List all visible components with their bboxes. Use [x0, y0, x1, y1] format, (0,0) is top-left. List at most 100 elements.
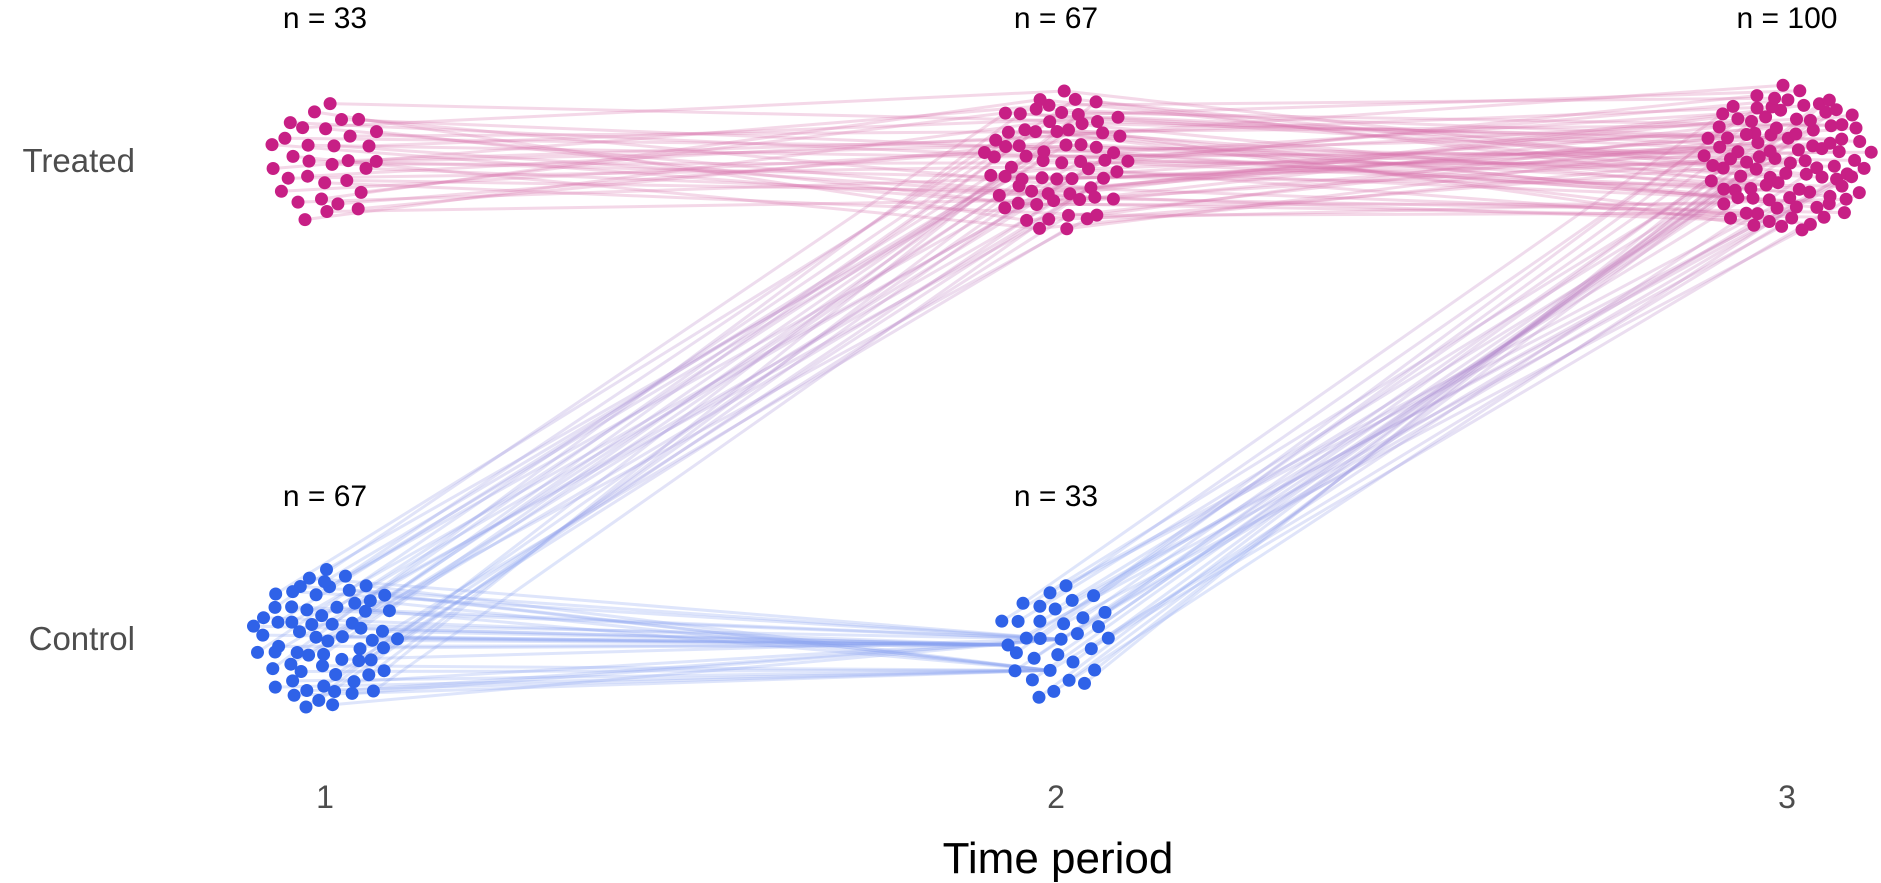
- unit-point-treated-2: [1050, 125, 1064, 138]
- unit-point-treated-2: [1012, 179, 1026, 193]
- unit-point-control-1: [376, 624, 389, 638]
- unit-point-treated-3: [1845, 170, 1859, 184]
- unit-point-control-2: [1070, 627, 1084, 641]
- transition-line: [298, 122, 1083, 633]
- transition-line: [372, 159, 1129, 693]
- unit-point-treated-3: [1721, 131, 1734, 145]
- unit-point-treated-3: [1792, 182, 1806, 196]
- unit-point-control-1: [294, 665, 308, 678]
- unit-point-treated-1: [359, 161, 373, 175]
- unit-point-treated-3: [1848, 153, 1862, 167]
- unit-point-treated-3: [1739, 128, 1753, 141]
- unit-point-control-2: [1032, 690, 1046, 704]
- unit-point-control-1: [316, 659, 329, 673]
- transition-line: [1056, 130, 1779, 185]
- unit-point-treated-2: [1060, 222, 1074, 236]
- transition-line: [1103, 145, 1720, 180]
- transition-line: [304, 120, 1050, 222]
- unit-point-control-2: [1008, 664, 1022, 678]
- unit-point-treated-2: [1111, 110, 1125, 124]
- transition-line: [291, 605, 1062, 641]
- unit-point-control-1: [359, 579, 373, 593]
- unit-point-treated-1: [291, 195, 305, 209]
- unit-point-treated-3: [1744, 182, 1758, 195]
- transition-line: [1019, 184, 1758, 216]
- transition-line: [297, 176, 1043, 204]
- unit-point-control-2: [1088, 663, 1102, 677]
- transition-line: [1021, 160, 1747, 181]
- transition-line: [306, 668, 1051, 692]
- unit-point-treated-3: [1706, 159, 1720, 172]
- unit-point-control-1: [330, 600, 344, 614]
- unit-point-control-1: [302, 648, 316, 662]
- unit-point-treated-2: [1037, 145, 1051, 159]
- unit-point-control-1: [285, 615, 299, 629]
- unit-point-treated-2: [1097, 171, 1110, 185]
- transition-line: [1069, 108, 1781, 196]
- unit-point-treated-2: [1091, 115, 1104, 128]
- unit-point-treated-3: [1789, 200, 1803, 214]
- transition-line: [331, 130, 1037, 626]
- transition-line: [1113, 112, 1723, 155]
- unit-point-treated-3: [1759, 178, 1773, 192]
- unit-point-treated-1: [274, 184, 288, 198]
- transition-line: [1014, 174, 1742, 673]
- unit-point-control-1: [335, 652, 349, 666]
- unit-point-treated-3: [1799, 167, 1813, 181]
- unit-point-treated-3: [1762, 215, 1776, 228]
- unit-point-treated-3: [1789, 127, 1803, 141]
- unit-point-treated-3: [1835, 179, 1849, 193]
- unit-point-treated-2: [1042, 212, 1056, 226]
- unit-point-treated-1: [325, 157, 339, 171]
- unit-point-treated-2: [1065, 172, 1079, 186]
- unit-point-treated-3: [1827, 159, 1841, 173]
- transition-line: [1004, 141, 1759, 210]
- transition-line: [342, 635, 1009, 647]
- unit-point-control-1: [377, 664, 391, 678]
- transition-line: [302, 89, 1065, 130]
- unit-point-control-1: [268, 645, 282, 659]
- unit-point-treated-3: [1740, 155, 1754, 169]
- unit-point-treated-3: [1724, 211, 1737, 225]
- unit-point-treated-2: [1098, 153, 1112, 167]
- unit-point-treated-2: [1055, 106, 1069, 119]
- unit-point-treated-3: [1849, 121, 1863, 135]
- unit-point-control-2: [1043, 586, 1057, 600]
- unit-point-control-2: [1033, 632, 1047, 645]
- unit-point-treated-2: [1107, 146, 1121, 160]
- unit-point-treated-2: [1062, 123, 1075, 137]
- unit-point-treated-3: [1812, 97, 1826, 111]
- unit-point-treated-1: [302, 154, 316, 168]
- transition-line: [290, 121, 1027, 158]
- unit-point-treated-3: [1857, 161, 1871, 175]
- unit-point-treated-2: [978, 146, 991, 159]
- transition-line: [348, 138, 996, 163]
- row-label-control: Control: [29, 620, 135, 657]
- unit-point-treated-3: [1716, 161, 1730, 175]
- unit-point-treated-3: [1837, 206, 1851, 220]
- transition-line: [330, 102, 1098, 123]
- unit-point-treated-2: [1106, 192, 1120, 206]
- unit-point-treated-1: [354, 185, 368, 199]
- transition-line: [353, 637, 1062, 684]
- unit-point-treated-1: [327, 139, 341, 153]
- transition-line: [1039, 106, 1758, 608]
- transition-line: [370, 599, 1051, 672]
- transition-line: [360, 626, 1009, 647]
- unit-point-treated-3: [1803, 113, 1817, 127]
- unit-point-treated-1: [370, 125, 383, 139]
- unit-point-treated-3: [1768, 91, 1782, 105]
- unit-point-treated-3: [1829, 103, 1843, 117]
- x-tick-3: 3: [1778, 779, 1796, 815]
- unit-point-control-1: [266, 662, 280, 676]
- unit-point-control-1: [251, 645, 264, 659]
- unit-point-control-1: [362, 668, 376, 682]
- unit-point-control-2: [1057, 617, 1071, 631]
- unit-point-control-2: [1033, 614, 1047, 628]
- unit-point-control-2: [1065, 593, 1079, 607]
- unit-point-treated-2: [1055, 156, 1069, 170]
- transition-line: [1107, 191, 1861, 640]
- transition-line: [1048, 103, 1804, 196]
- unit-point-control-1: [293, 625, 306, 639]
- transition-line: [292, 668, 1051, 683]
